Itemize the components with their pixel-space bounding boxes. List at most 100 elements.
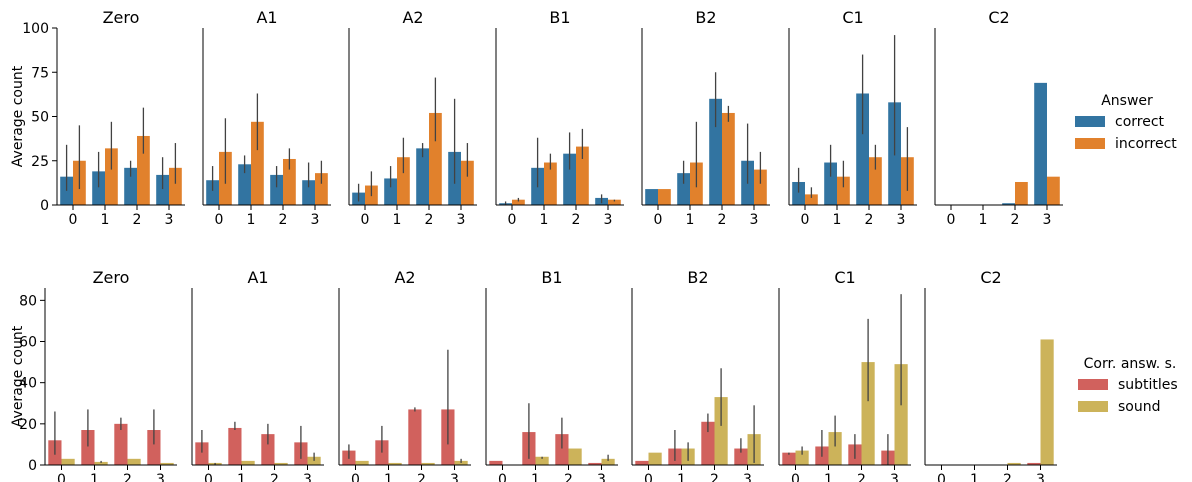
bar bbox=[1027, 462, 1041, 465]
panel-title: C1 bbox=[842, 8, 863, 27]
x-tick-label: 2 bbox=[425, 212, 434, 228]
x-tick-label: 3 bbox=[597, 472, 606, 482]
x-tick-label: 3 bbox=[165, 212, 174, 228]
bar bbox=[206, 180, 219, 205]
bar bbox=[421, 462, 435, 465]
legend-label: incorrect bbox=[1115, 136, 1177, 152]
y-axis-label: Average count bbox=[10, 325, 26, 427]
x-tick-label: 1 bbox=[824, 472, 833, 482]
bar bbox=[709, 98, 722, 205]
panel-title: C2 bbox=[988, 8, 1009, 27]
x-tick-label: 3 bbox=[750, 212, 759, 228]
x-tick-label: 0 bbox=[937, 472, 946, 482]
x-tick-label: 2 bbox=[857, 472, 866, 482]
x-tick-label: 3 bbox=[890, 472, 899, 482]
x-tick-label: 0 bbox=[351, 472, 360, 482]
bar bbox=[160, 462, 174, 465]
bar bbox=[894, 364, 908, 465]
panel-title: Zero bbox=[103, 8, 140, 27]
bar bbox=[270, 174, 283, 205]
x-tick-label: 2 bbox=[1003, 472, 1012, 482]
y-axis-label: Average count bbox=[10, 65, 26, 167]
x-tick-label: 0 bbox=[215, 212, 224, 228]
bar bbox=[61, 458, 75, 465]
bar bbox=[355, 460, 369, 465]
bar bbox=[754, 169, 767, 205]
x-tick-label: 3 bbox=[311, 212, 320, 228]
bar bbox=[251, 121, 264, 205]
bar bbox=[782, 452, 796, 465]
x-tick-label: 0 bbox=[498, 472, 507, 482]
bar bbox=[307, 456, 321, 465]
x-tick-label: 2 bbox=[718, 212, 727, 228]
panel-title: A2 bbox=[394, 268, 415, 287]
bar bbox=[861, 362, 875, 465]
legend-label: sound bbox=[1118, 399, 1161, 415]
bar bbox=[92, 171, 105, 205]
legend-swatch bbox=[1078, 401, 1108, 412]
bar bbox=[588, 462, 602, 465]
bar bbox=[238, 164, 251, 205]
x-tick-label: 0 bbox=[361, 212, 370, 228]
bar bbox=[648, 452, 662, 465]
bar bbox=[315, 173, 328, 205]
y-tick-label: 40 bbox=[19, 376, 37, 392]
y-tick-label: 50 bbox=[31, 110, 49, 126]
bar bbox=[228, 427, 242, 465]
bar bbox=[302, 180, 315, 205]
x-tick-label: 3 bbox=[897, 212, 906, 228]
x-tick-label: 0 bbox=[801, 212, 810, 228]
bar bbox=[397, 157, 410, 205]
bar bbox=[1002, 203, 1015, 205]
bar bbox=[156, 174, 169, 205]
bar bbox=[388, 462, 402, 465]
x-tick-label: 3 bbox=[1043, 212, 1052, 228]
bar bbox=[1040, 339, 1054, 465]
bar bbox=[94, 461, 108, 465]
bar bbox=[461, 160, 474, 205]
bar bbox=[544, 162, 557, 205]
y-tick-label: 25 bbox=[31, 154, 49, 170]
y-tick-label: 0 bbox=[28, 458, 37, 474]
bar bbox=[105, 148, 118, 205]
panel-title: A1 bbox=[247, 268, 268, 287]
x-tick-label: 0 bbox=[791, 472, 800, 482]
x-tick-label: 3 bbox=[1036, 472, 1045, 482]
x-tick-label: 1 bbox=[677, 472, 686, 482]
bar bbox=[416, 148, 429, 205]
bar bbox=[658, 189, 671, 205]
bar bbox=[792, 181, 805, 205]
x-tick-label: 1 bbox=[686, 212, 695, 228]
x-tick-label: 2 bbox=[865, 212, 874, 228]
y-tick-label: 60 bbox=[19, 335, 37, 351]
panel-title: C1 bbox=[834, 268, 855, 287]
bar bbox=[384, 178, 397, 205]
bar bbox=[795, 450, 809, 465]
bar bbox=[274, 462, 288, 465]
legend-title: Answer bbox=[1101, 93, 1153, 109]
legend-title: Corr. answ. s. bbox=[1084, 356, 1177, 372]
bar bbox=[489, 460, 503, 465]
bar bbox=[608, 199, 621, 205]
x-tick-label: 2 bbox=[710, 472, 719, 482]
bar bbox=[283, 158, 296, 205]
legend-label: correct bbox=[1115, 114, 1165, 130]
legend-label: subtitles bbox=[1118, 377, 1178, 393]
panel-title: B2 bbox=[695, 8, 716, 27]
bar bbox=[408, 409, 422, 465]
panel-title: B1 bbox=[549, 8, 570, 27]
x-tick-label: 3 bbox=[604, 212, 613, 228]
bar bbox=[81, 430, 95, 465]
x-tick-label: 1 bbox=[979, 212, 988, 228]
bar bbox=[869, 157, 882, 205]
bar bbox=[701, 421, 715, 465]
bar bbox=[714, 397, 728, 465]
legend-swatch bbox=[1075, 138, 1105, 149]
bar bbox=[195, 442, 209, 465]
bar bbox=[1015, 181, 1028, 205]
x-tick-label: 1 bbox=[247, 212, 256, 228]
x-tick-label: 1 bbox=[970, 472, 979, 482]
y-tick-label: 0 bbox=[40, 198, 49, 214]
x-tick-label: 2 bbox=[572, 212, 581, 228]
x-tick-label: 1 bbox=[833, 212, 842, 228]
